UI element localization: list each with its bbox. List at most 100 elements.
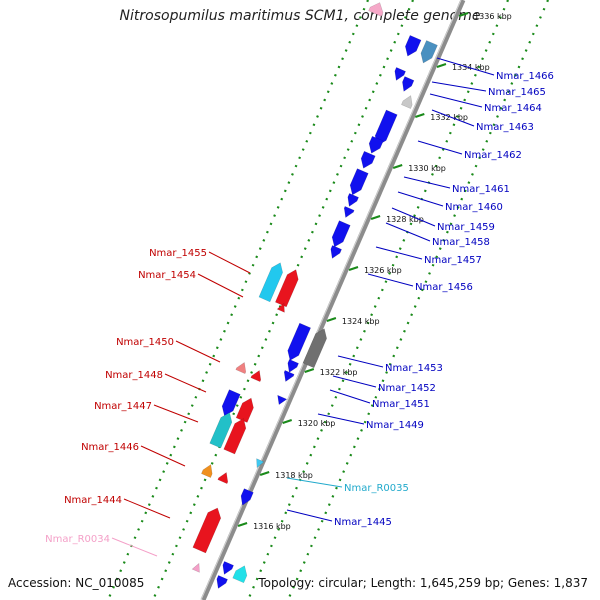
gene-label-nmar_1452: Nmar_1452 (378, 383, 436, 394)
gene-label-nmar_1446: Nmar_1446 (81, 442, 139, 453)
plus-gene-shape (192, 507, 222, 554)
leader-line (431, 109, 475, 127)
scale-label: 1322 kbp (320, 368, 358, 377)
leader-line (286, 509, 333, 522)
scale-tick (259, 471, 270, 476)
gene-label-nmar_1445: Nmar_1445 (334, 517, 392, 528)
leader-line (403, 176, 451, 189)
scale-tick (282, 419, 293, 424)
minus-gene-light-shape (420, 40, 438, 64)
gene-label-nmar_1464: Nmar_1464 (484, 103, 542, 114)
minus-gene-shape (287, 359, 299, 373)
minus-gene-shape (240, 488, 254, 506)
minus-gene (347, 193, 359, 207)
leader-line (436, 57, 495, 76)
gene-label-nmar_1444: Nmar_1444 (64, 495, 122, 506)
leader-line (391, 207, 436, 227)
dotted-reading-frames (106, 0, 550, 600)
gene-label-nmar_1450: Nmar_1450 (116, 337, 174, 348)
scale-label: 1320 kbp (298, 419, 336, 428)
map-title: Nitrosopumilus maritimus SCM1, complete … (119, 8, 481, 24)
minus-gene-shape (349, 168, 369, 196)
rna-gene-cyan-shape (258, 262, 283, 303)
scale-tick (370, 215, 381, 220)
leader-line (140, 445, 186, 467)
scale-tick (304, 368, 315, 373)
minus-gene-shape (216, 575, 228, 589)
minus-gene (240, 488, 254, 506)
grey-gene (302, 328, 327, 369)
gene-label-nmar_1462: Nmar_1462 (464, 150, 522, 161)
gene-label-nmar_1448: Nmar_1448 (105, 370, 163, 381)
gene-label-nmar_1456: Nmar_1456 (415, 282, 473, 293)
gene-label-nmar_1455: Nmar_1455 (149, 248, 207, 259)
rna-gene-cyan-shape (256, 458, 265, 469)
leader-line (286, 477, 343, 488)
frame-right-outer (286, 0, 550, 600)
scale-label: 1334 kbp (452, 63, 490, 72)
plus-gene-shape (250, 370, 262, 382)
rna-gene-cyan (258, 262, 283, 303)
pink-gene (368, 2, 384, 17)
orange-gene (201, 464, 213, 478)
gene-label-nmar_1454: Nmar_1454 (138, 270, 196, 281)
gene-label-nmar_1466: Nmar_1466 (496, 71, 554, 82)
leader-line (429, 93, 483, 108)
leader-line (208, 251, 251, 274)
scale-label: 1330 kbp (408, 164, 446, 173)
plus-gene (217, 472, 229, 484)
minus-gene-shape (405, 35, 422, 57)
scale-label: 1326 kbp (364, 266, 402, 275)
leader-line (317, 413, 365, 425)
scale-tick (436, 63, 447, 68)
backbone-highlight (200, 0, 462, 600)
plus-gene-shape (275, 269, 299, 308)
leader-line (337, 355, 384, 368)
gene-label-nmar_1451: Nmar_1451 (372, 399, 430, 410)
scale-tick (392, 164, 403, 169)
minus-gene (283, 370, 295, 382)
scale-label: 1332 kbp (430, 113, 468, 122)
minus-gene-shape (402, 76, 415, 92)
grey-gene (401, 95, 413, 109)
leader-line (123, 498, 171, 519)
orange-gene-shape (201, 464, 213, 478)
minus-gene (216, 575, 228, 589)
gene-label-nmar_r0035: Nmar_R0035 (344, 483, 409, 494)
scale-tick (237, 522, 248, 527)
minus-gene (343, 206, 355, 218)
minus-gene (287, 359, 299, 373)
pink-rna (191, 562, 200, 573)
plus-gene (235, 397, 254, 423)
leader-line (329, 389, 371, 404)
gene-label-nmar_1457: Nmar_1457 (424, 255, 482, 266)
minus-gene-shape (368, 135, 384, 154)
scale-label: 1336 kbp (474, 12, 512, 21)
gene-label-nmar_1459: Nmar_1459 (437, 222, 495, 233)
minus-gene-shape (277, 394, 288, 406)
genome-backbone (200, 0, 466, 600)
gene-labels: Nmar_1466 Nmar_1465 Nmar_1464 Nmar_1463 Nmar… (45, 57, 554, 557)
gene-label-nmar_1463: Nmar_1463 (476, 122, 534, 133)
scale-label: 1318 kbp (275, 471, 313, 480)
plus-gene-shape (235, 397, 254, 423)
rna-gene-cyan (232, 565, 248, 584)
plus-gene-light (235, 362, 247, 374)
leader-line (197, 273, 244, 298)
frame-right-inner (246, 0, 510, 600)
grey-gene-shape (401, 95, 413, 109)
gene-label-nmar_1449: Nmar_1449 (366, 420, 424, 431)
scale-label: 1316 kbp (253, 522, 291, 531)
minus-gene (277, 394, 288, 406)
minus-gene (394, 67, 406, 81)
minus-gene-light (420, 40, 438, 64)
leader-line (164, 373, 207, 393)
minus-gene-shape (222, 561, 234, 575)
plus-gene (192, 507, 222, 554)
rna-gene-cyan-shape (209, 412, 233, 449)
gene-label-nmar_1453: Nmar_1453 (385, 363, 443, 374)
gene-label-nmar_1465: Nmar_1465 (488, 87, 546, 98)
leader-line (375, 246, 423, 260)
grey-gene-shape (302, 328, 327, 369)
